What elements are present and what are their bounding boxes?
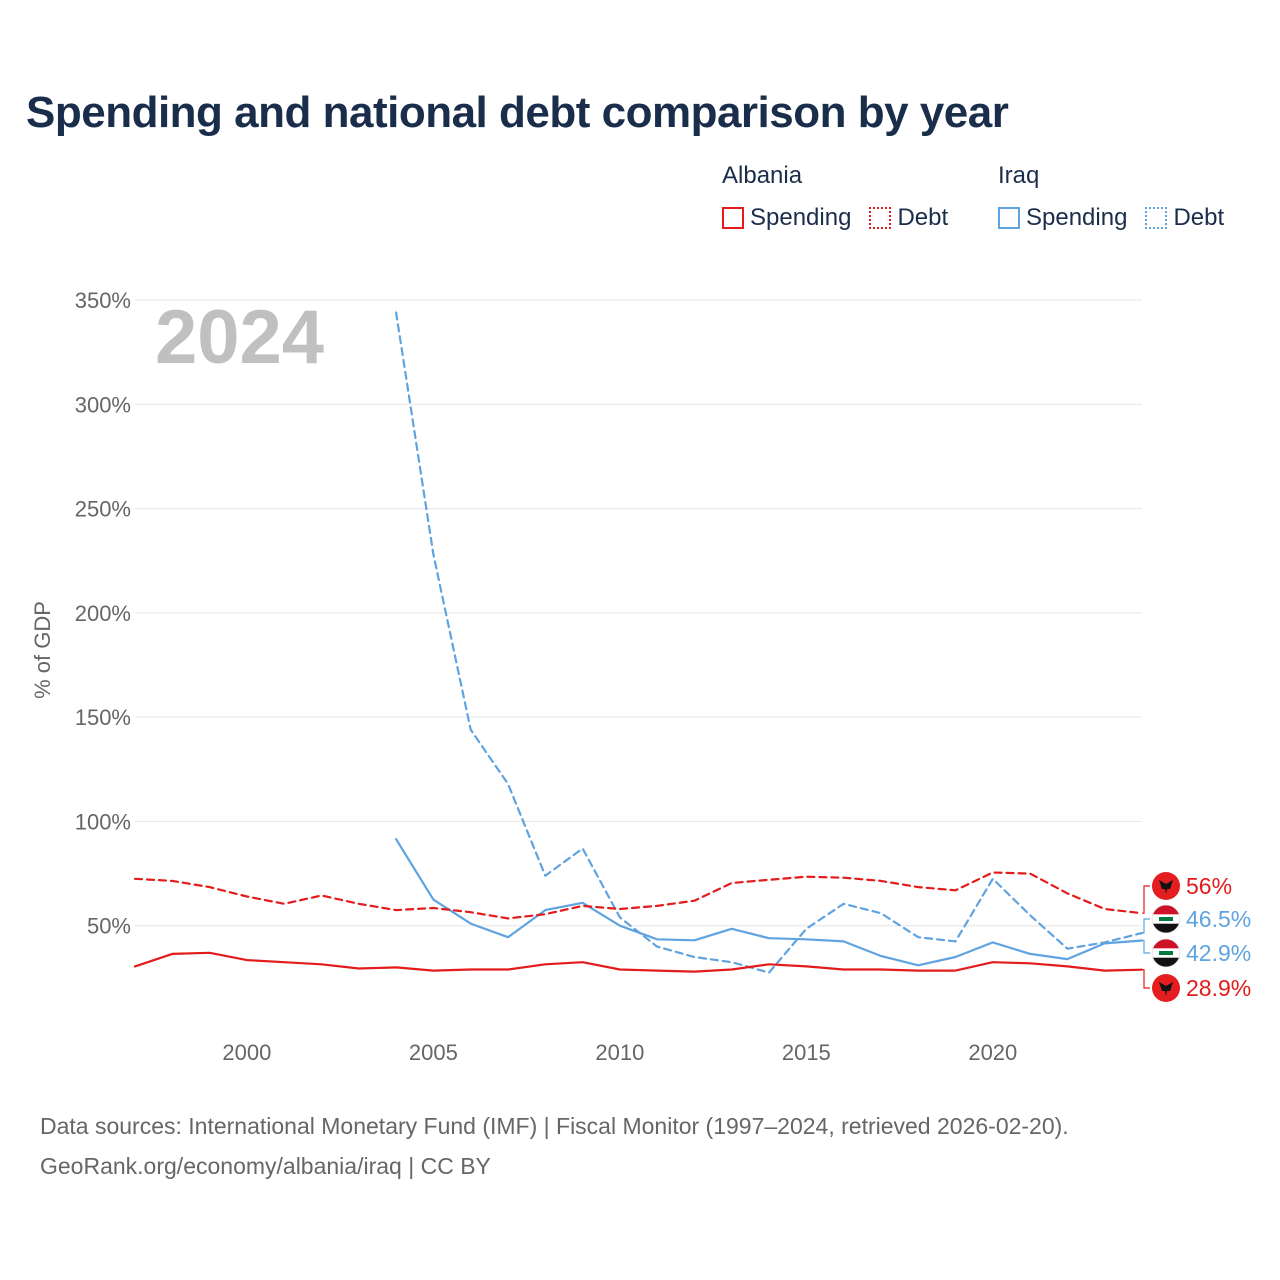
label-leader	[1142, 939, 1150, 954]
year-watermark: 2024	[155, 295, 324, 380]
series-line-albania-spending	[133, 951, 1144, 973]
data-sources: Data sources: International Monetary Fun…	[40, 1106, 1069, 1186]
flag-stripe-black	[1152, 957, 1180, 967]
flag-stripe-red	[1152, 905, 1180, 915]
x-tick-label: 2000	[222, 1040, 271, 1065]
iraq-flag-icon	[1151, 938, 1181, 968]
end-value-label: 42.9%	[1186, 940, 1251, 966]
flag-stripe-black	[1152, 923, 1180, 933]
license-line: GeoRank.org/economy/albania/iraq | CC BY	[40, 1153, 491, 1179]
legend-group-iraq: Iraq Spending Debt	[998, 162, 1242, 232]
flag-script	[1159, 917, 1173, 921]
legend-swatch-dotted	[869, 207, 892, 229]
series-line-albania-debt	[133, 871, 1144, 920]
flag-script	[1159, 951, 1173, 955]
x-tick-label: 2020	[968, 1040, 1017, 1065]
legend-albania-debt[interactable]: Debt	[869, 204, 948, 232]
sources-line: Data sources: International Monetary Fun…	[40, 1113, 1069, 1139]
label-leader	[1142, 885, 1150, 914]
flag-outline	[1151, 938, 1181, 968]
chart-title: Spending and national debt comparison by…	[26, 88, 1009, 137]
legend-group-albania: Albania Spending Debt	[722, 162, 966, 232]
x-tick-label: 2005	[409, 1040, 458, 1065]
y-tick-label: 350%	[75, 288, 131, 313]
legend-swatch-dotted	[1145, 207, 1168, 229]
flag-eagle	[1159, 880, 1173, 894]
y-tick-label: 250%	[75, 497, 131, 522]
series-line-iraq-spending	[395, 838, 1144, 967]
flag-stripes	[1152, 939, 1180, 967]
legend-group-name: Iraq	[998, 162, 1040, 189]
legend-group-name: Albania	[722, 162, 803, 189]
flag-stripes	[1152, 905, 1180, 933]
y-tick-label: 100%	[75, 809, 131, 834]
legend-albania-spending[interactable]: Spending	[722, 204, 851, 232]
label-leader	[1142, 969, 1150, 989]
end-value-label: 56%	[1186, 873, 1232, 899]
legend-label: Spending	[750, 204, 852, 231]
y-tick-label: 300%	[75, 392, 131, 417]
x-tick-label: 2015	[782, 1040, 831, 1065]
series-line-iraq-debt	[395, 311, 1144, 974]
y-axis-label: % of GDP	[30, 601, 55, 699]
flag-outline	[1151, 904, 1181, 934]
flag-eagle	[1159, 982, 1173, 996]
legend-label: Debt	[897, 204, 949, 231]
albania-flag-icon	[1152, 974, 1180, 1002]
label-leader	[1142, 918, 1150, 934]
legend-swatch-solid	[722, 207, 744, 229]
albania-flag-icon	[1152, 872, 1180, 900]
y-tick-label: 200%	[75, 601, 131, 626]
end-value-label: 46.5%	[1186, 906, 1251, 932]
end-value-label: 28.9%	[1186, 975, 1251, 1001]
iraq-flag-icon	[1151, 904, 1181, 934]
legend-iraq-spending[interactable]: Spending	[998, 204, 1127, 232]
y-tick-label: 50%	[87, 914, 131, 939]
legend-label: Spending	[1026, 204, 1128, 231]
legend-iraq-debt[interactable]: Debt	[1145, 204, 1224, 232]
y-tick-label: 150%	[75, 705, 131, 730]
legend-swatch-solid	[998, 207, 1020, 229]
flag-stripe-red	[1152, 939, 1180, 949]
x-tick-label: 2010	[595, 1040, 644, 1065]
legend-label: Debt	[1173, 204, 1225, 231]
